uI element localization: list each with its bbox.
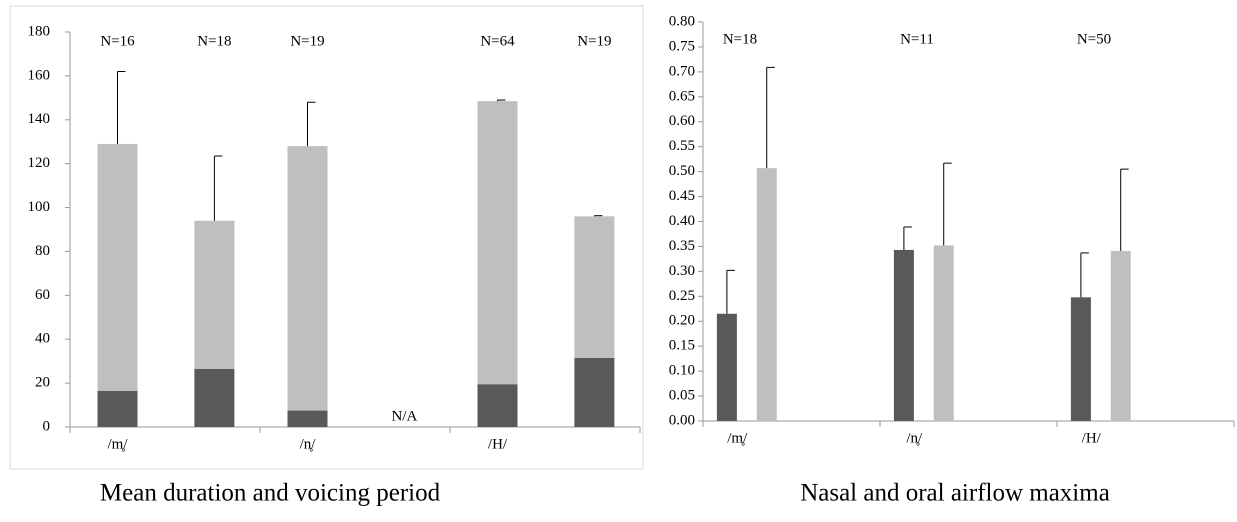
bar-segment	[97, 390, 138, 427]
x-tick-label: /H/	[488, 436, 508, 452]
x-tick-label: /H/	[1082, 430, 1102, 446]
chart-title: Nasal and oral airflow maxima	[800, 480, 1110, 507]
x-tick-label: /n̥/	[300, 436, 317, 452]
bar-segment	[477, 101, 518, 385]
y-tick-label: 0.60	[669, 113, 695, 129]
y-tick-label: 180	[28, 23, 51, 39]
y-tick-label: 0.30	[669, 263, 695, 279]
n-label: N=16	[100, 33, 135, 49]
y-tick-label: 0.70	[669, 63, 695, 79]
bar	[756, 168, 777, 421]
bar-segment	[574, 216, 615, 358]
y-tick-label: 140	[28, 111, 51, 127]
bar-segment	[574, 357, 615, 427]
y-tick-label: 160	[28, 67, 51, 83]
y-tick-label: 60	[35, 287, 50, 303]
y-tick-label: 0.10	[669, 363, 695, 379]
y-tick-label: 0.55	[669, 138, 695, 154]
bar-segment	[194, 368, 235, 427]
n-label: N=50	[1077, 31, 1111, 47]
y-tick-label: 40	[35, 331, 50, 347]
bar-segment	[287, 146, 328, 411]
y-tick-label: 0.80	[669, 13, 695, 29]
bar-segment	[287, 410, 328, 427]
bar	[1070, 297, 1091, 421]
bar	[716, 313, 737, 421]
y-tick-label: 0.20	[669, 313, 695, 329]
y-tick-label: 0.65	[669, 88, 695, 104]
n-label: N=11	[900, 31, 934, 47]
y-tick-label: 0	[43, 418, 51, 434]
bar-segment	[477, 384, 518, 427]
chart-title: Mean duration and voicing period	[100, 480, 441, 507]
y-tick-label: 0.40	[669, 213, 695, 229]
y-tick-label: 0.00	[669, 412, 695, 428]
bar-segment	[97, 143, 138, 391]
n-label: N=19	[577, 33, 611, 49]
y-tick-label: 0.50	[669, 163, 695, 179]
bar	[933, 245, 954, 421]
y-tick-label: 120	[28, 155, 51, 171]
y-tick-label: 0.05	[669, 388, 695, 404]
x-tick-label: /m̥/	[107, 436, 128, 452]
y-tick-label: 0.15	[669, 338, 695, 354]
y-tick-label: 20	[35, 375, 50, 391]
x-tick-label: /n̥/	[906, 430, 923, 446]
n-label: N=19	[290, 33, 324, 49]
y-tick-label: 0.35	[669, 238, 695, 254]
missing-label: N/A	[391, 408, 417, 424]
y-tick-label: 0.75	[669, 38, 695, 54]
y-tick-label: 0.45	[669, 188, 695, 204]
y-tick-label: 0.25	[669, 288, 695, 304]
y-tick-label: 80	[35, 243, 50, 259]
n-label: N=18	[197, 33, 231, 49]
x-tick-label: /m̥/	[727, 430, 748, 446]
bar-segment	[194, 220, 235, 369]
n-label: N=64	[480, 33, 515, 49]
chart-frame	[9, 5, 644, 470]
bar	[1110, 250, 1131, 421]
bar	[893, 249, 914, 421]
y-tick-label: 100	[28, 199, 51, 215]
n-label: N=18	[723, 31, 757, 47]
